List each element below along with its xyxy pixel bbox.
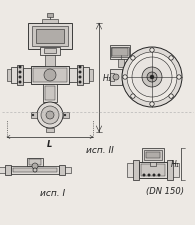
- Bar: [167, 160, 173, 180]
- Bar: [45, 87, 55, 101]
- Bar: [127, 163, 133, 177]
- Circle shape: [147, 73, 157, 83]
- Circle shape: [131, 56, 135, 61]
- Bar: [110, 74, 114, 82]
- Circle shape: [158, 174, 160, 176]
- Circle shape: [79, 81, 81, 84]
- Circle shape: [37, 103, 63, 128]
- Bar: [11, 166, 59, 174]
- Bar: [33, 69, 67, 83]
- Circle shape: [127, 53, 177, 103]
- Circle shape: [79, 67, 81, 69]
- Circle shape: [46, 112, 54, 119]
- Bar: [83, 68, 89, 84]
- Text: H₁: H₁: [171, 160, 180, 169]
- Text: L: L: [47, 139, 53, 148]
- Bar: [46, 128, 54, 132]
- Bar: [5, 165, 11, 175]
- Circle shape: [64, 115, 66, 117]
- Circle shape: [79, 76, 81, 79]
- Circle shape: [113, 75, 119, 81]
- Bar: [27, 158, 43, 166]
- Bar: [150, 162, 156, 166]
- Bar: [44, 49, 56, 54]
- Bar: [42, 20, 58, 24]
- Bar: [32, 27, 68, 47]
- Bar: [23, 69, 31, 83]
- Circle shape: [132, 58, 172, 98]
- Circle shape: [19, 72, 21, 74]
- Bar: [133, 160, 139, 180]
- Text: H₁: H₁: [103, 74, 112, 83]
- Bar: [28, 24, 72, 50]
- Circle shape: [148, 174, 150, 176]
- Bar: [110, 70, 122, 86]
- Bar: [77, 66, 83, 86]
- Bar: [31, 112, 37, 119]
- Bar: [36, 30, 64, 44]
- Bar: [173, 163, 179, 177]
- Text: (DN 150): (DN 150): [146, 186, 184, 195]
- Circle shape: [19, 67, 21, 69]
- Circle shape: [19, 76, 21, 79]
- Circle shape: [143, 174, 145, 176]
- Bar: [43, 85, 57, 103]
- Bar: [141, 164, 165, 176]
- Circle shape: [44, 70, 56, 82]
- Bar: [139, 162, 167, 178]
- Bar: [110, 46, 130, 60]
- Circle shape: [79, 72, 81, 74]
- Bar: [0, 167, 5, 173]
- Bar: [17, 66, 23, 86]
- Circle shape: [177, 75, 181, 80]
- Bar: [112, 49, 128, 57]
- Bar: [111, 48, 129, 58]
- Text: исп. I: исп. I: [40, 188, 66, 197]
- Text: исп. II: исп. II: [86, 145, 114, 154]
- Circle shape: [150, 76, 154, 80]
- Bar: [13, 168, 57, 172]
- Circle shape: [153, 174, 155, 176]
- Circle shape: [169, 56, 173, 61]
- Circle shape: [32, 115, 34, 117]
- Circle shape: [150, 102, 154, 107]
- Bar: [146, 152, 160, 158]
- Circle shape: [131, 94, 135, 99]
- Bar: [45, 56, 55, 67]
- Circle shape: [169, 94, 173, 99]
- Bar: [40, 48, 60, 56]
- Bar: [47, 14, 53, 18]
- Bar: [89, 70, 93, 82]
- Bar: [31, 67, 69, 85]
- Circle shape: [33, 168, 37, 172]
- Circle shape: [123, 75, 127, 80]
- Bar: [63, 112, 69, 119]
- Circle shape: [19, 81, 21, 84]
- Circle shape: [150, 49, 154, 53]
- Circle shape: [142, 68, 162, 88]
- Bar: [142, 148, 164, 162]
- Bar: [69, 69, 77, 83]
- Bar: [7, 70, 11, 82]
- Bar: [59, 165, 65, 175]
- Bar: [144, 150, 162, 160]
- Circle shape: [41, 106, 59, 124]
- Bar: [65, 167, 71, 173]
- Bar: [118, 60, 124, 68]
- Circle shape: [122, 48, 182, 108]
- Circle shape: [32, 163, 38, 169]
- Bar: [29, 159, 41, 165]
- Bar: [11, 68, 17, 84]
